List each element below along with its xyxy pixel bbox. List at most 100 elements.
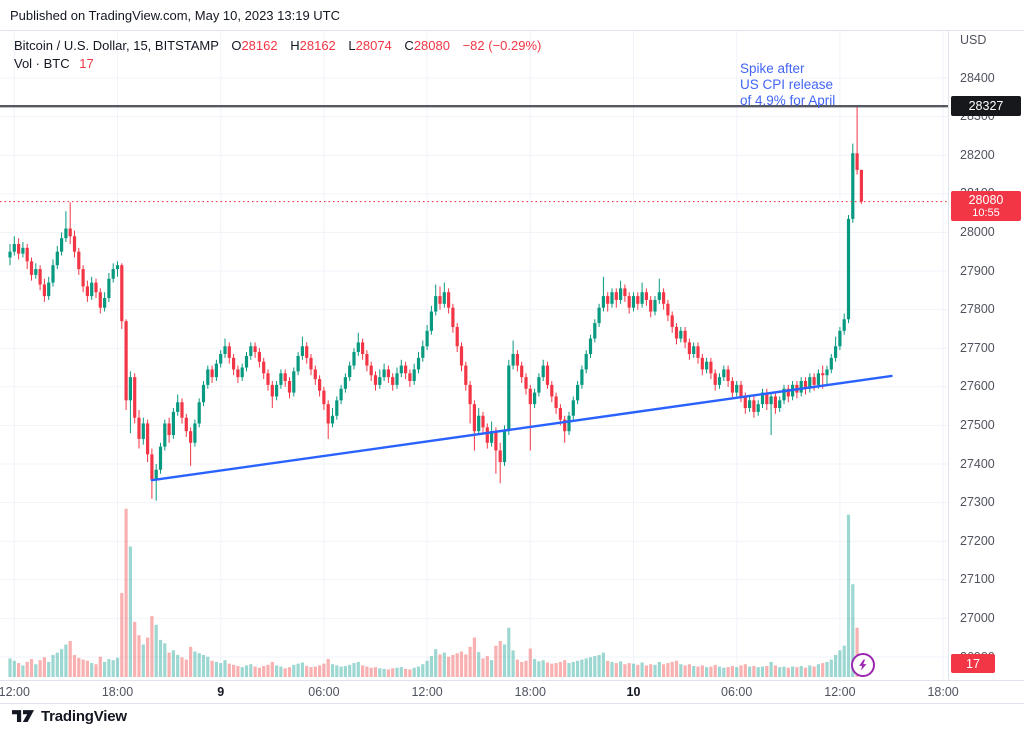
candle-body bbox=[447, 292, 451, 308]
volume-bar bbox=[464, 654, 468, 677]
candle-body bbox=[601, 296, 605, 308]
volume-bar bbox=[786, 667, 790, 677]
price-axis[interactable]: USD 284002830028200281002800027900278002… bbox=[948, 30, 1024, 680]
volume-bar bbox=[81, 659, 85, 677]
volume-bar bbox=[38, 660, 42, 677]
volume-bar bbox=[619, 661, 623, 677]
x-tick-label: 9 bbox=[217, 685, 225, 699]
candle-body bbox=[81, 269, 85, 287]
candle-body bbox=[270, 384, 274, 397]
trendline[interactable] bbox=[150, 374, 893, 482]
volume-bar bbox=[515, 659, 519, 677]
candle-body bbox=[60, 238, 64, 252]
candle-body bbox=[619, 288, 623, 300]
volume-bar bbox=[459, 651, 464, 677]
candle-body bbox=[266, 373, 270, 385]
candle-body bbox=[373, 375, 378, 385]
y-tick-label: 27600 bbox=[960, 379, 995, 394]
candle-body bbox=[111, 269, 115, 279]
candle-body bbox=[85, 286, 89, 297]
candle-body bbox=[141, 423, 145, 439]
volume-bar bbox=[348, 664, 352, 677]
volume-bar bbox=[361, 665, 365, 677]
volume-bar bbox=[124, 508, 128, 677]
candle-body bbox=[184, 417, 188, 432]
x-tick-label: 10 bbox=[626, 685, 641, 699]
volume-bar bbox=[335, 665, 339, 677]
y-tick-label: 27900 bbox=[960, 263, 995, 278]
candle-body bbox=[834, 346, 838, 358]
candle-body bbox=[524, 377, 528, 389]
volume-bar bbox=[176, 654, 180, 677]
candle-body bbox=[124, 321, 128, 401]
brand-name: TradingView bbox=[41, 708, 127, 725]
candle-body bbox=[644, 292, 648, 300]
volume-bar bbox=[649, 664, 653, 677]
candle-body bbox=[150, 454, 154, 480]
y-tick-label: 27000 bbox=[960, 610, 995, 625]
volume-bar bbox=[51, 654, 55, 677]
bar-countdown: 10:55 bbox=[972, 207, 1000, 219]
volume-bar bbox=[266, 664, 270, 677]
volume-bar bbox=[653, 664, 657, 677]
volume-bar bbox=[438, 654, 442, 677]
y-tick-label: 28400 bbox=[960, 70, 995, 85]
volume-bar bbox=[29, 659, 34, 677]
volume-bar bbox=[842, 645, 846, 677]
candle-body bbox=[640, 292, 644, 304]
candle-body bbox=[146, 423, 150, 455]
volume-bar bbox=[386, 669, 390, 677]
volume-bar bbox=[730, 665, 734, 677]
volume-bar bbox=[584, 658, 588, 677]
volume-bar bbox=[141, 644, 145, 677]
volume-bar bbox=[855, 627, 859, 677]
volume-bar bbox=[17, 663, 21, 677]
volume-bar bbox=[416, 666, 421, 677]
candle-body bbox=[133, 377, 137, 418]
candle-body bbox=[696, 346, 700, 358]
volume-bar bbox=[554, 663, 558, 677]
x-tick-label: 06:00 bbox=[308, 685, 340, 699]
candle-body bbox=[21, 247, 25, 254]
volume-bar bbox=[227, 663, 231, 677]
candle-body bbox=[459, 346, 464, 366]
currency-label: USD bbox=[960, 33, 987, 47]
time-axis[interactable]: 12:00 18:00 9 06:00 12:00 18:00 10 06:00 12:00 18… bbox=[0, 680, 1024, 704]
volume-bar bbox=[283, 668, 287, 677]
volume-bar bbox=[507, 627, 511, 677]
volume-bar bbox=[55, 652, 59, 677]
candle-body bbox=[47, 282, 51, 297]
volume-bar bbox=[292, 664, 296, 677]
tradingview-brand[interactable]: TradingView bbox=[12, 708, 127, 725]
candle-body bbox=[821, 373, 825, 376]
candle-body bbox=[287, 381, 292, 393]
volume-bar bbox=[60, 649, 64, 677]
volume-bar bbox=[735, 667, 739, 677]
price-chart-canvas[interactable] bbox=[0, 0, 948, 702]
volume-bar bbox=[180, 657, 184, 677]
candle-body bbox=[670, 315, 674, 327]
volume-bar bbox=[391, 668, 395, 677]
ohlc-close: C28080 bbox=[404, 38, 450, 53]
candle-body bbox=[330, 415, 335, 424]
ohlc-high: H28162 bbox=[290, 38, 336, 53]
candle-body bbox=[34, 269, 38, 275]
volume-bar bbox=[455, 653, 459, 677]
y-tick-label: 27500 bbox=[960, 417, 995, 432]
volume-bar bbox=[72, 654, 77, 677]
candle-body bbox=[713, 373, 717, 385]
candle-body bbox=[128, 377, 132, 401]
candle-body bbox=[825, 369, 829, 376]
volume-bar bbox=[447, 656, 451, 677]
candle-body bbox=[335, 400, 339, 416]
candle-body bbox=[378, 377, 382, 385]
volume-bar bbox=[339, 666, 343, 677]
y-tick-label: 27300 bbox=[960, 495, 995, 510]
volume-bar bbox=[232, 664, 236, 677]
candle-body bbox=[799, 381, 803, 393]
candle-body bbox=[571, 400, 575, 416]
candle-body bbox=[223, 346, 227, 354]
volume-bar bbox=[472, 637, 476, 677]
volume-bar bbox=[588, 657, 593, 677]
candle-body bbox=[722, 369, 726, 378]
